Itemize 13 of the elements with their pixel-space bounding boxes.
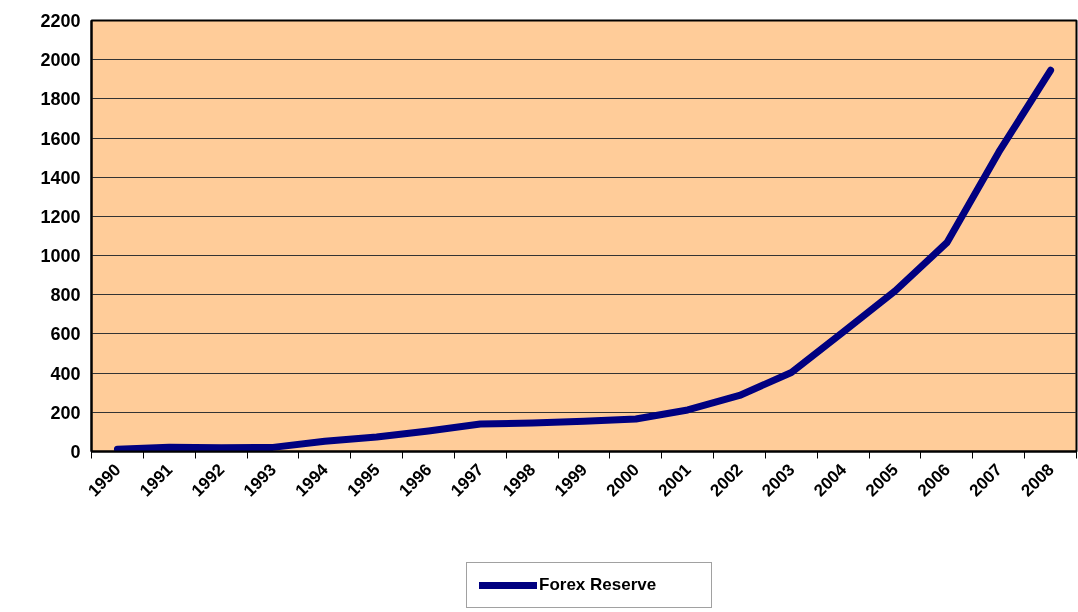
y-tick-label: 1400 xyxy=(40,167,81,188)
y-tick-label: 1600 xyxy=(40,128,81,149)
y-tick-label: 0 xyxy=(70,442,81,462)
legend-label: Forex Reserve xyxy=(539,575,658,595)
y-tick-label: 1800 xyxy=(40,89,81,110)
y-tick-label: 1000 xyxy=(40,246,81,267)
y-tick-label: 200 xyxy=(50,402,81,423)
y-tick-label: 600 xyxy=(50,324,81,345)
y-tick-label: 1200 xyxy=(40,206,81,227)
y-tick-label: 2200 xyxy=(40,11,81,31)
y-tick-label: 800 xyxy=(50,285,81,306)
y-tick-label: 2000 xyxy=(40,50,81,71)
y-tick-label: 400 xyxy=(50,363,81,384)
